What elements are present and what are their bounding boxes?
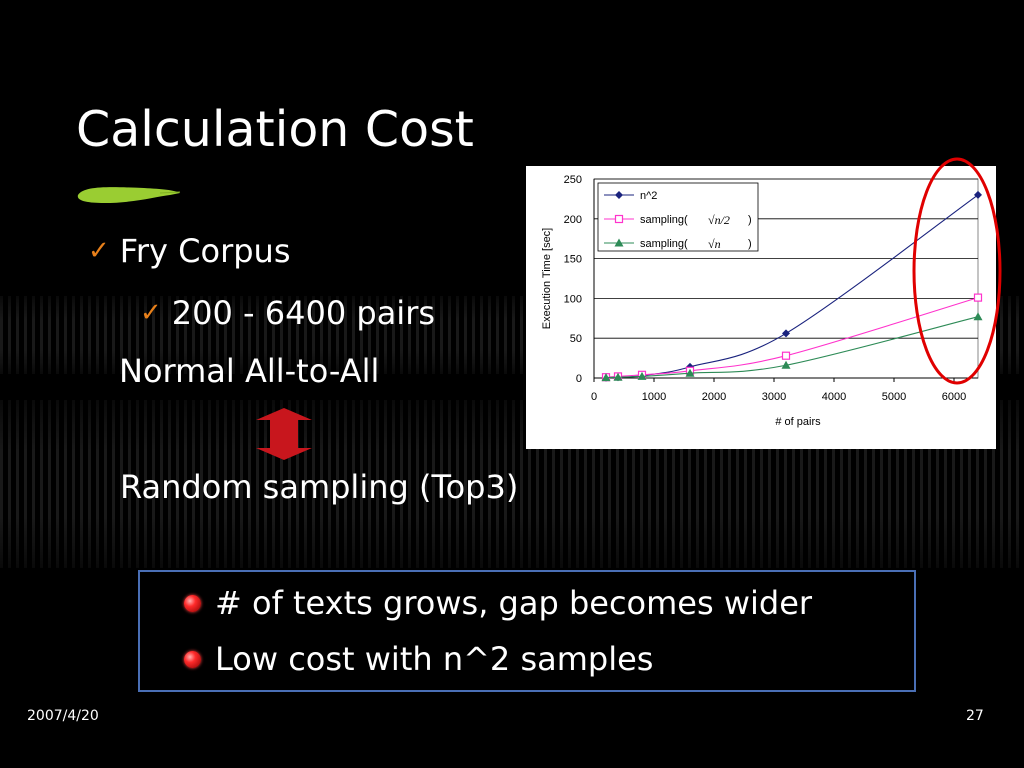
data-point xyxy=(685,368,695,377)
legend-marker xyxy=(614,214,624,224)
legend-marker xyxy=(614,238,624,247)
legend-close-paren: ) xyxy=(748,214,752,226)
y-tick-label: 200 xyxy=(564,214,582,226)
red-bullet-icon xyxy=(184,594,201,612)
x-axis-label: # of pairs xyxy=(775,416,821,428)
double-arrow-icon xyxy=(256,408,312,460)
y-tick-label: 250 xyxy=(564,174,582,186)
method-normal: Normal All-to-All xyxy=(119,352,380,390)
x-tick-label: 0 xyxy=(591,391,597,403)
bullet-fry-corpus-text: Fry Corpus xyxy=(119,232,291,270)
bullet-pairs-text: 200 - 6400 pairs xyxy=(171,294,436,332)
data-point xyxy=(781,351,791,360)
brush-stroke-decoration xyxy=(77,187,181,203)
y-tick-label: 100 xyxy=(564,293,582,305)
checkmark-icon: ✓ xyxy=(88,236,110,266)
legend-formula: √n/2 xyxy=(708,213,730,227)
y-axis-label: Execution Time [sec] xyxy=(541,228,553,330)
page-number: 27 xyxy=(966,708,984,724)
x-tick-label: 5000 xyxy=(882,391,906,403)
data-point xyxy=(782,329,790,338)
y-tick-label: 0 xyxy=(576,373,582,385)
y-tick-label: 150 xyxy=(564,254,582,266)
legend-label: n^2 xyxy=(640,190,657,202)
data-point xyxy=(781,360,791,369)
red-bullet-icon xyxy=(184,650,201,668)
data-point xyxy=(974,190,982,199)
highlight-ellipse xyxy=(912,157,1002,385)
y-tick-label: 50 xyxy=(570,333,582,345)
legend-formula: √n xyxy=(708,237,721,251)
data-point xyxy=(601,373,611,382)
callout-item: Low cost with n^2 samples xyxy=(184,640,653,678)
x-tick-label: 3000 xyxy=(762,391,786,403)
method-random-sampling: Random sampling (Top3) xyxy=(120,468,519,506)
x-tick-label: 4000 xyxy=(822,391,846,403)
bullet-fry-corpus: ✓ Fry Corpus xyxy=(88,232,290,270)
x-tick-label: 1000 xyxy=(642,391,666,403)
data-point xyxy=(973,293,983,302)
data-point xyxy=(613,372,623,381)
x-tick-label: 6000 xyxy=(942,391,966,403)
legend-close-paren: ) xyxy=(748,238,752,250)
x-tick-label: 2000 xyxy=(702,391,726,403)
checkmark-icon: ✓ xyxy=(140,298,162,328)
slide-title: Calculation Cost xyxy=(76,101,474,158)
legend-label: sampling( xyxy=(640,238,688,250)
callout-box: # of texts grows, gap becomes wider Low … xyxy=(138,570,916,692)
bullet-pairs: ✓ 200 - 6400 pairs xyxy=(140,294,435,332)
callout-item-text: # of texts grows, gap becomes wider xyxy=(215,584,813,622)
footer-date: 2007/4/20 xyxy=(27,708,99,724)
legend-marker xyxy=(615,191,623,199)
legend-box xyxy=(597,182,759,252)
legend-label: sampling( xyxy=(640,214,688,226)
data-point xyxy=(973,312,983,321)
data-point xyxy=(637,371,647,380)
callout-item: # of texts grows, gap becomes wider xyxy=(184,584,812,622)
callout-item-text: Low cost with n^2 samples xyxy=(215,640,654,678)
